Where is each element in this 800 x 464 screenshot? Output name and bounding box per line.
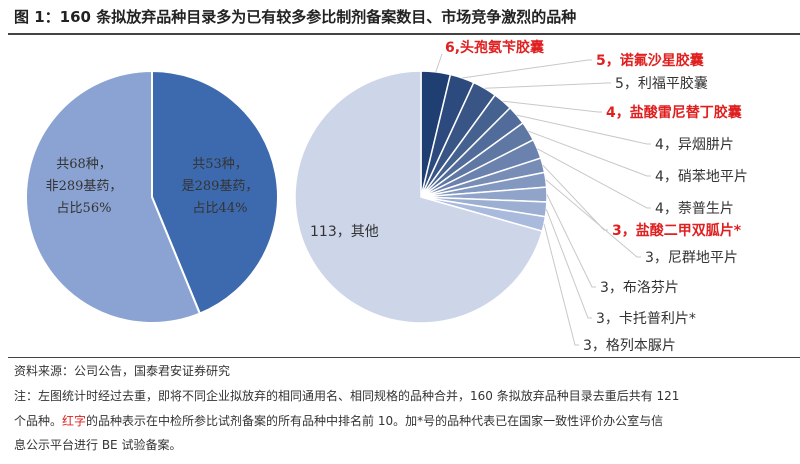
slice-label: 4，萘普生片 (655, 201, 734, 217)
leader-line (537, 148, 651, 209)
leader-line (545, 209, 592, 319)
leader-line (462, 59, 592, 79)
slice-label: 4，异烟肼片 (655, 137, 734, 153)
leader-line (546, 194, 596, 288)
slice-label: 共68种， (56, 157, 112, 172)
leader-line (542, 164, 608, 231)
slice-label: 占比44% (193, 201, 248, 216)
slice-label: 3，格列本脲片 (583, 338, 676, 354)
leader-line (502, 100, 602, 113)
slice-label: 3，卡托普利片* (596, 311, 696, 327)
slice-label: 6,头孢氨苄胶囊 (445, 39, 545, 56)
note-line-3: 息公示平台进行 BE 试验备案。 (14, 438, 182, 452)
note-red-text: 红字 (62, 414, 87, 428)
note-line-1: 注：左图统计时经过去重，即将不同企业拟放弃的相同通用名、相同规格的品种合并，16… (14, 389, 680, 403)
slice-label: 4，硝苯地平片 (655, 168, 748, 185)
pie-slice (151, 69, 279, 315)
footer-rule (8, 357, 800, 358)
pie-slice (25, 69, 202, 324)
slice-label: 非289基药， (46, 179, 123, 194)
slice-label: 占比56% (57, 201, 112, 216)
leader-line (545, 179, 641, 258)
leader-line (516, 114, 651, 145)
slice-label: 4，盐酸雷尼替丁胶囊 (606, 104, 743, 121)
note-text: 的品种表示在中检所参比试剂备案的所有品种中排名前 10。加*号的品种代表已在国家… (86, 414, 664, 428)
pie-charts: 共53种， 是289基药， 占比44% 共68种， 非289基药， 占比56% 6,头孢氨苄… (25, 39, 748, 354)
slice-label: 3，布洛芬片 (600, 280, 679, 296)
slice-label: 5，诺氟沙星胶囊 (596, 52, 705, 69)
leader-line (528, 130, 651, 177)
slice-label: 3，盐酸二甲双胍片* (612, 222, 742, 239)
leader-line (543, 223, 579, 346)
pie-slice (294, 70, 544, 324)
title-rule (8, 33, 800, 35)
note-text: 个品种。 (14, 414, 63, 428)
slice-label: 5，利福平胶囊 (615, 75, 708, 92)
slice-label: 共53种， (192, 157, 248, 172)
figure-title: 图 1：160 条拟放弃品种目录多为已有较多参比制剂备案数目、市场竞争激烈的品种 (14, 8, 577, 26)
leader-line (435, 53, 443, 73)
note-line-2: 个品种。红字的品种表示在中检所参比试剂备案的所有品种中排名前 10。加*号的品种… (14, 412, 663, 429)
slice-label: 是289基药， (182, 179, 259, 194)
slice-label: 3，尼群地平片 (645, 250, 738, 266)
source-note: 资料来源：公司公告，国泰君安证券研究 (14, 364, 231, 378)
slice-label: 113，其他 (310, 224, 379, 240)
leader-line (484, 82, 611, 89)
